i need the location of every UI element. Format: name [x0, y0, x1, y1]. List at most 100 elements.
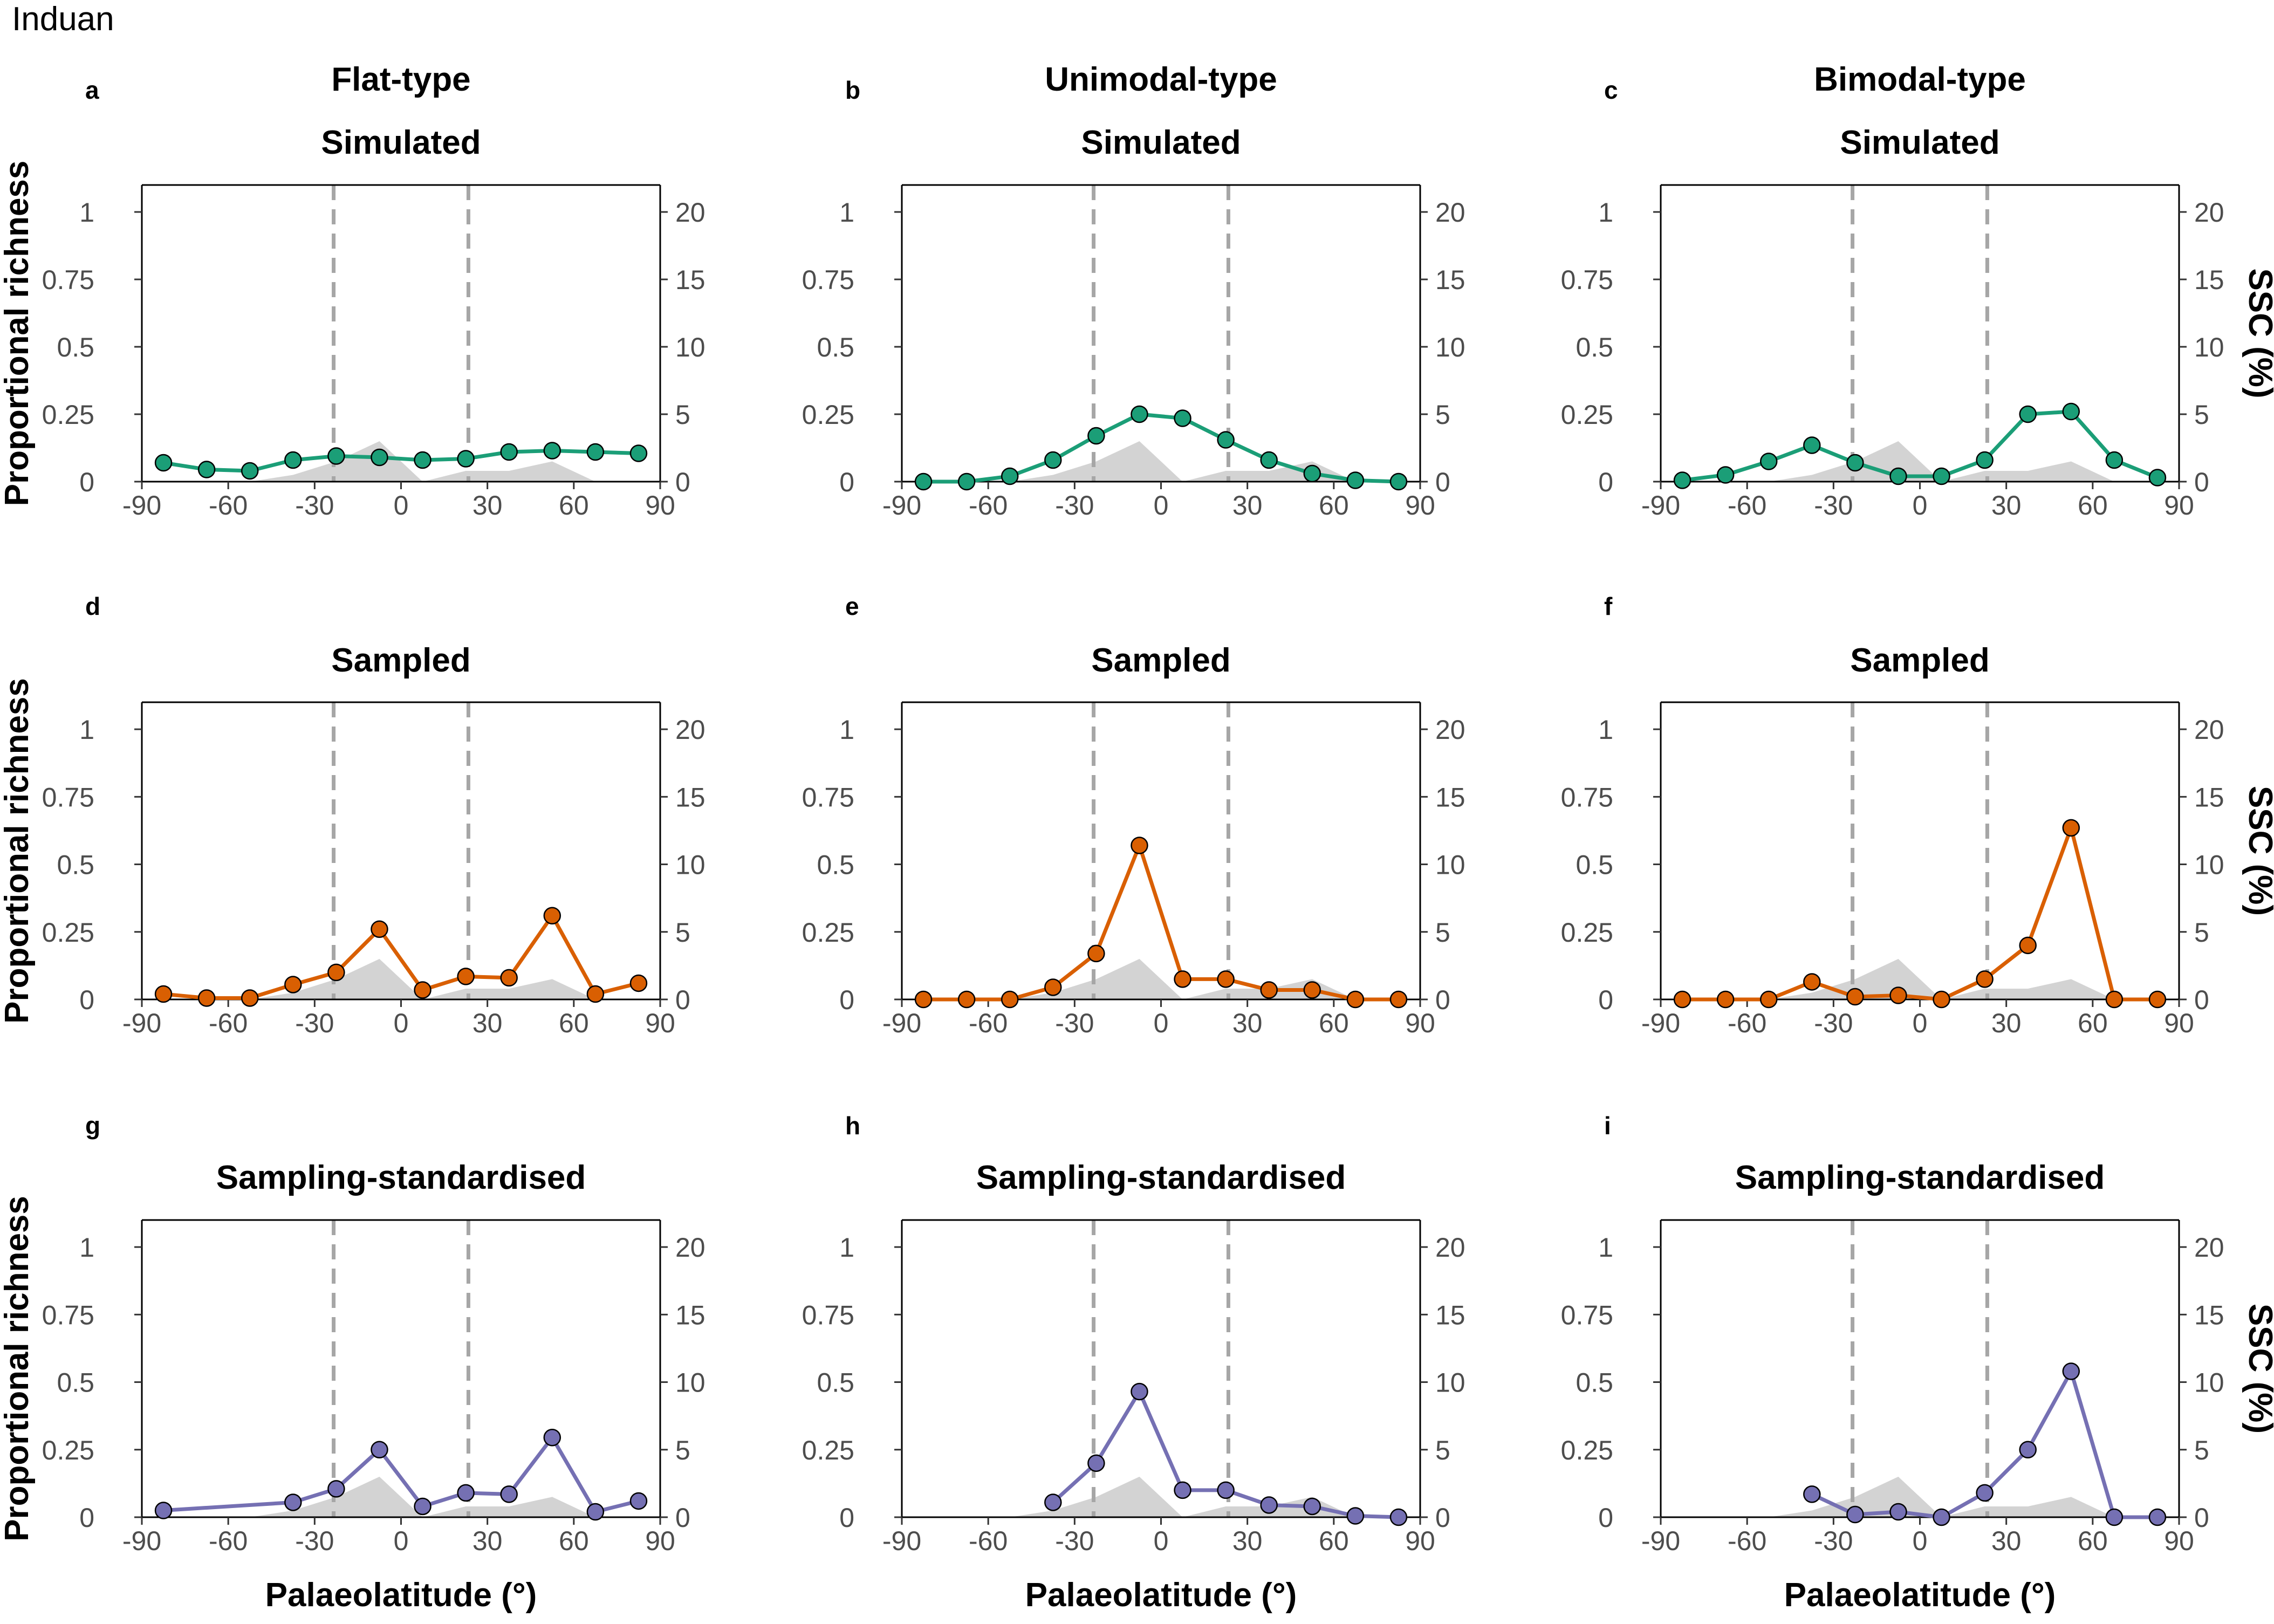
panel-letter: b: [845, 76, 860, 104]
data-point: [284, 451, 302, 469]
x-tick-label: -90: [122, 490, 161, 520]
data-point: [1889, 1503, 1907, 1521]
y-tick-label: 0.75: [1561, 1300, 1613, 1330]
panel-letter: g: [85, 1112, 100, 1140]
y2-tick-label: 5: [1435, 917, 1450, 948]
y-axis-label-left: Proportional richness: [0, 678, 36, 1024]
y-axis-label-right: SSC (%): [2242, 786, 2274, 916]
data-point: [1803, 436, 1821, 454]
data-point: [1846, 454, 1864, 472]
x-tick-label: 90: [2164, 1008, 2194, 1038]
x-tick-label: -90: [1641, 1008, 1680, 1038]
x-tick-label: 90: [1405, 1008, 1435, 1038]
data-point: [1303, 981, 1321, 999]
y-tick-label: 0: [79, 985, 94, 1015]
x-tick-label: 90: [645, 490, 675, 520]
y-tick-label: 0: [1598, 985, 1613, 1015]
y-tick-label: 1: [79, 715, 94, 745]
x-tick-label: -90: [882, 1526, 921, 1556]
y-axis-label-left: Proportional richness: [0, 161, 36, 506]
x-tick-label: -60: [209, 490, 248, 520]
data-point: [1217, 970, 1235, 988]
x-tick-label: -60: [969, 1008, 1008, 1038]
x-tick-label: 0: [1913, 1526, 1928, 1556]
y-tick-label: 0.25: [42, 1435, 94, 1465]
data-point: [457, 968, 475, 985]
y-tick-label: 0.5: [1576, 332, 1613, 362]
panel-letter: d: [85, 592, 100, 620]
panel-title: Simulated: [1081, 124, 1241, 161]
x-tick-label: 30: [472, 1526, 503, 1556]
x-tick-label: 0: [1154, 1526, 1169, 1556]
data-point: [2019, 1441, 2037, 1459]
y2-tick-label: 20: [2194, 1232, 2224, 1263]
series-line: [1682, 826, 2157, 1002]
y2-tick-label: 15: [675, 782, 706, 812]
data-point: [2105, 451, 2124, 469]
data-point: [2062, 1362, 2080, 1380]
data-point: [500, 443, 518, 461]
x-tick-label: 0: [394, 1526, 409, 1556]
panel-letter: h: [845, 1112, 860, 1140]
data-point: [371, 448, 388, 467]
data-point: [1759, 990, 1778, 1009]
data-point: [2148, 1508, 2167, 1526]
x-tick-label: 0: [1913, 490, 1928, 520]
y2-tick-label: 20: [1435, 715, 1465, 745]
x-tick-label: 30: [1991, 490, 2022, 520]
y-tick-label: 0.5: [817, 1368, 854, 1398]
x-tick-label: -60: [969, 1526, 1008, 1556]
panels: Flat-type Unimodal-type Bimodal-type Propor…: [0, 61, 2274, 1614]
x-tick-label: -30: [1055, 1526, 1094, 1556]
data-point: [2062, 819, 2080, 837]
data-point: [1260, 981, 1278, 999]
y2-tick-label: 10: [675, 850, 706, 880]
data-point: [241, 989, 259, 1007]
y-tick-label: 0.25: [1561, 917, 1613, 948]
y2-tick-label: 0: [675, 467, 690, 497]
x-tick-label: -30: [295, 1526, 334, 1556]
data-point: [1346, 471, 1365, 489]
panel-title: Simulated: [1840, 124, 1999, 161]
y2-tick-label: 0: [2194, 1503, 2209, 1533]
y-tick-label: 0: [1598, 1503, 1613, 1533]
data-point: [586, 1503, 605, 1521]
data-point: [1803, 1485, 1821, 1503]
panel-letter: e: [845, 592, 859, 620]
y2-tick-label: 0: [675, 1503, 690, 1533]
data-point: [1346, 1507, 1365, 1525]
data-point: [914, 990, 933, 1009]
x-axis-label: Palaeolatitude (°): [1025, 1577, 1297, 1614]
x-tick-label: 30: [472, 1008, 503, 1038]
x-tick-label: 60: [559, 1526, 589, 1556]
data-point: [1759, 453, 1778, 470]
y-tick-label: 0.5: [1576, 1368, 1613, 1398]
data-point: [1087, 427, 1105, 445]
y-tick-label: 0.5: [817, 850, 854, 880]
x-axis-label: Palaeolatitude (°): [1784, 1577, 2056, 1614]
x-tick-label: 30: [1232, 1526, 1263, 1556]
panel-title: Sampled: [1850, 642, 1989, 679]
y-tick-label: 0.5: [57, 850, 94, 880]
y-tick-label: 0.25: [802, 917, 854, 948]
x-tick-label: 90: [2164, 490, 2194, 520]
y-tick-label: 0.75: [802, 782, 854, 812]
figure-title: Induan: [12, 1, 114, 38]
y-tick-label: 0.75: [42, 782, 94, 812]
y2-tick-label: 5: [2194, 400, 2209, 430]
data-point: [457, 1484, 475, 1502]
y-tick-label: 1: [79, 1232, 94, 1263]
y-tick-label: 1: [1598, 715, 1613, 745]
y-tick-label: 0: [79, 1503, 94, 1533]
y-tick-label: 0.75: [802, 1300, 854, 1330]
y2-tick-label: 15: [675, 265, 706, 295]
x-tick-label: -90: [1641, 490, 1680, 520]
y2-tick-label: 5: [2194, 917, 2209, 948]
x-tick-label: 0: [1154, 490, 1169, 520]
